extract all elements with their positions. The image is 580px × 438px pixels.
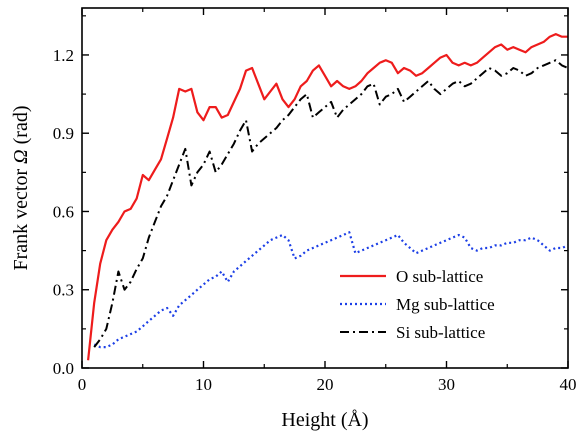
y-tick-label: 1.2 [53,46,74,65]
legend-label-0: O sub-lattice [396,267,483,286]
x-tick-label: 30 [438,375,455,394]
x-tick-label: 10 [195,375,212,394]
legend-label-1: Mg sub-lattice [396,295,495,314]
x-tick-label: 20 [317,375,334,394]
legend-label-2: Si sub-lattice [396,323,485,342]
series-line-2 [93,59,569,348]
plot-frame [81,7,569,369]
y-tick-label: 0.6 [53,202,74,221]
y-axis-title: Frank vector Ω (rad) [10,106,32,271]
y-tick-label: 0.0 [53,359,74,378]
x-tick-label: 40 [560,375,577,394]
y-tick-label: 0.3 [53,281,74,300]
legend: O sub-lattice Mg sub-lattice Si sub-lattic… [340,267,495,342]
series-line-0 [87,32,568,361]
y-tick-label: 0.9 [53,124,74,143]
y-axis-title-prefix: Frank vector [10,164,32,271]
y-axis-title-symbol: Ω [10,149,32,163]
axis-ticks: 0 10 20 30 40 0.0 0.3 0.6 0.9 1.2 [53,8,577,394]
x-tick-label: 0 [78,375,87,394]
series-line-1 [93,231,569,349]
y-axis-title-suffix: (rad) [10,106,32,150]
x-axis-title: Height (Å) [281,409,368,431]
plot-lines [87,32,569,361]
